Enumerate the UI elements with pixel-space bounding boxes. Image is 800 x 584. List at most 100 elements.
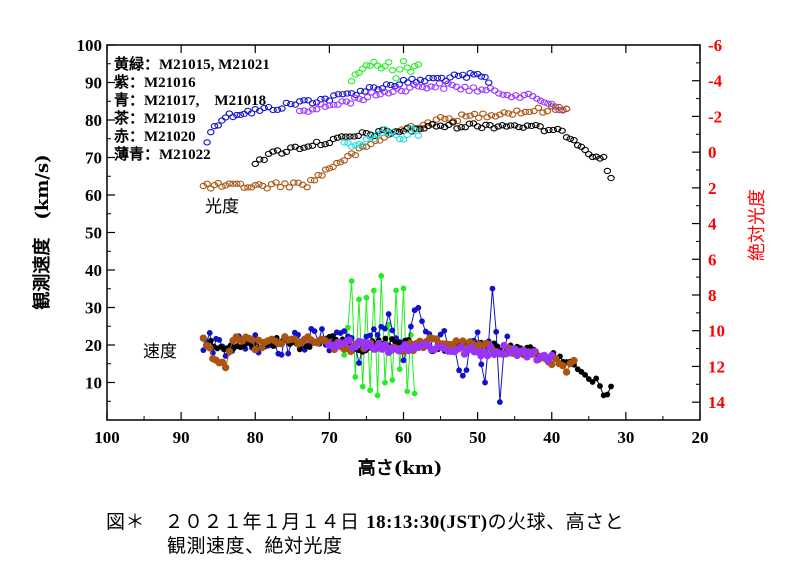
axes: 100 90 80 70 60 50 40 30 20102030405060708090100… — [77, 36, 726, 447]
velocity-point — [415, 304, 422, 311]
magnitude-point — [325, 165, 334, 172]
magnitude-point — [329, 101, 338, 108]
magnitude-point — [278, 150, 286, 157]
magnitude-point — [373, 130, 382, 138]
magnitude-point — [427, 83, 435, 90]
magnitude-point — [508, 111, 517, 118]
velocity-point — [319, 326, 325, 332]
magnitude-point — [596, 155, 604, 162]
magnitude-point — [276, 183, 285, 191]
magnitude-point — [607, 174, 615, 182]
velocity-point — [359, 383, 366, 390]
magnitude-point — [282, 99, 291, 107]
magnitude-point — [425, 74, 433, 82]
magnitude-point — [461, 124, 470, 131]
velocity-point — [329, 333, 336, 339]
x-tick-label: 80 — [247, 428, 264, 447]
magnitude-point — [351, 142, 360, 149]
magnitude-point — [251, 182, 260, 189]
magnitude-point — [543, 108, 552, 115]
magnitude-point — [403, 131, 411, 139]
velocity-point — [589, 379, 596, 385]
magnitude-point — [397, 87, 406, 95]
magnitude-point — [300, 107, 308, 114]
magnitude-point — [407, 125, 415, 132]
magnitude-point — [244, 184, 252, 191]
y-axis-right-label: 絶対光度 — [747, 189, 768, 261]
magnitude-point — [566, 135, 575, 143]
magnitude-point — [351, 152, 360, 159]
magnitude-point — [410, 63, 419, 70]
magnitude-point — [329, 135, 338, 143]
velocity-point — [382, 379, 388, 386]
magnitude-point — [218, 117, 226, 124]
magnitude-point — [592, 153, 600, 160]
y-left-tick-label: 10 — [85, 374, 102, 393]
velocity-point — [363, 294, 370, 301]
magnitude-point — [381, 126, 389, 133]
magnitude-point — [358, 129, 367, 136]
velocity-point — [400, 285, 407, 292]
y-axis-left-label: 観測速度 (km/s) — [31, 154, 53, 309]
magnitude-point — [207, 129, 215, 136]
magnitude-point — [269, 148, 277, 155]
magnitude-point — [457, 111, 466, 118]
velocity-point — [437, 331, 444, 338]
magnitude-point — [431, 84, 440, 91]
magnitude-point — [207, 185, 215, 192]
magnitude-point — [474, 114, 483, 122]
magnitude-point — [203, 139, 211, 146]
magnitude-point — [588, 153, 597, 161]
magnitude-point — [295, 98, 304, 105]
velocity-point — [457, 343, 465, 351]
velocity-point — [396, 366, 403, 373]
caption-date: 図＊ ２０２１年１月１４日 — [106, 511, 360, 533]
magnitude-point — [340, 139, 348, 146]
magnitude-point — [344, 139, 352, 146]
caption-time: 18:13:30(JST) — [366, 512, 488, 533]
magnitude-series — [340, 125, 423, 150]
magnitude-point — [401, 88, 410, 95]
magnitude-point — [495, 90, 503, 97]
magnitude-point — [214, 179, 222, 187]
magnitude-series — [251, 119, 615, 182]
magnitude-point — [396, 66, 404, 73]
magnitude-point — [287, 144, 295, 151]
velocity-point — [463, 367, 470, 374]
magnitude-point — [221, 114, 230, 121]
magnitude-point — [530, 107, 538, 115]
magnitude-point — [523, 122, 532, 129]
y-right-tick-label: 14 — [708, 393, 726, 412]
velocity-point — [348, 278, 355, 284]
x-tick-label: 90 — [173, 428, 190, 447]
magnitude-point — [321, 95, 329, 102]
magnitude-point — [423, 85, 431, 92]
velocity-point — [459, 372, 466, 379]
magnitude-point — [330, 92, 338, 99]
velocity-point — [389, 327, 396, 334]
magnitude-point — [308, 106, 317, 113]
magnitude-point — [347, 78, 356, 85]
magnitude-point — [506, 122, 515, 129]
magnitude-point — [384, 90, 393, 97]
data-marks — [199, 58, 615, 405]
magnitude-point — [499, 91, 507, 98]
magnitude-point — [267, 181, 276, 188]
velocity-point — [452, 337, 460, 345]
fireball-chart: 100 90 80 70 60 50 40 30 20102030405060708090100… — [31, 36, 768, 479]
velocity-point — [608, 383, 614, 390]
magnitude-point — [486, 122, 494, 129]
velocity-point — [352, 343, 360, 351]
magnitude-point — [359, 96, 368, 104]
magnitude-point — [457, 124, 465, 131]
magnitude-point — [307, 176, 315, 184]
magnitude-point — [399, 136, 408, 143]
legend-entry: 紫：M21016 — [114, 74, 196, 91]
y-left-tick-label: 80 — [85, 111, 102, 130]
magnitude-point — [355, 140, 363, 148]
magnitude-point — [416, 76, 425, 83]
magnitude-point — [444, 80, 452, 87]
velocity-point — [456, 367, 462, 374]
velocity-point — [393, 287, 399, 294]
magnitude-point — [354, 132, 362, 139]
